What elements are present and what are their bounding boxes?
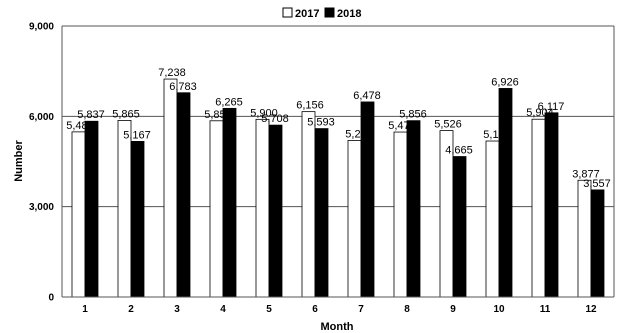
- x-tick-label: 10: [493, 304, 505, 315]
- x-tick-label: 11: [540, 304, 551, 315]
- bar-2017: [301, 111, 316, 298]
- bar-2017: [255, 118, 270, 298]
- bar-2018: [314, 128, 329, 298]
- data-label-2018: 5,837: [77, 109, 105, 121]
- bar-2017: [347, 140, 362, 298]
- bar-2017: [485, 140, 500, 298]
- y-axis-title: Number: [13, 140, 25, 182]
- data-label-2017: 5,900: [250, 107, 278, 119]
- bar-2018: [406, 120, 421, 298]
- bar-2017: [393, 131, 408, 298]
- bar-2018: [130, 141, 145, 298]
- bar-2017: [117, 119, 132, 298]
- data-label-2018: 6,117: [538, 101, 565, 113]
- data-label-2018: 6,926: [491, 76, 519, 88]
- data-label-2018: 5,593: [307, 117, 335, 129]
- bar-2018: [452, 156, 467, 298]
- x-tick-label: 4: [220, 304, 226, 315]
- x-tick-label: 6: [312, 304, 318, 315]
- data-label-2018: 5,856: [399, 109, 427, 121]
- bars: [71, 78, 605, 298]
- legend-label-2018: 2018: [337, 8, 361, 20]
- legend-swatch-2018: [324, 7, 335, 18]
- axes: [61, 25, 615, 298]
- bar-2018: [222, 107, 237, 298]
- x-tick-label: 2: [128, 304, 134, 315]
- bar-2018: [498, 88, 513, 298]
- x-tick-label: 7: [358, 304, 364, 315]
- data-label-2018: 4,665: [445, 145, 473, 157]
- bar-2017: [577, 179, 592, 298]
- data-label-2017: 7,238: [158, 67, 186, 79]
- data-label-2018: 5,167: [123, 129, 151, 141]
- x-tick-label: 5: [266, 304, 272, 315]
- data-label-2017: 5,18: [483, 129, 504, 141]
- x-tick-label: 9: [450, 304, 456, 315]
- y-tick-label: 6,000: [29, 112, 54, 123]
- data-label-2017: 3,877: [572, 168, 600, 180]
- bar-2017: [163, 78, 178, 298]
- data-label-2018: 3,557: [583, 178, 611, 190]
- bar-2018: [544, 112, 559, 298]
- data-label-2017: 5,852: [204, 109, 232, 121]
- x-tick-label: 12: [585, 304, 597, 315]
- bar-2018: [590, 189, 605, 298]
- data-label-2018: 6,265: [215, 96, 243, 108]
- data-label-2017: 5,865: [112, 108, 140, 120]
- legend-label-2017: 2017: [295, 8, 319, 20]
- bar-2017: [71, 131, 86, 298]
- bar-2018: [84, 120, 99, 298]
- x-tick-label: 3: [174, 304, 180, 315]
- legend-swatch-2017: [282, 7, 293, 18]
- x-tick-label: 8: [404, 304, 410, 315]
- data-label-2017: 5,484: [66, 120, 94, 132]
- bar-2018: [176, 92, 191, 298]
- data-label-2017: 5,478: [388, 120, 416, 132]
- data-label-2017: 6,156: [296, 100, 324, 112]
- data-label-2017: 5,20: [345, 128, 366, 140]
- data-label-2017: 5,904: [526, 107, 554, 119]
- bar-2018: [268, 124, 283, 298]
- data-label-2017: 5,526: [434, 119, 462, 131]
- bar-2017: [531, 118, 546, 298]
- data-label-2018: 6,478: [353, 90, 381, 102]
- y-tick-label: 0: [48, 293, 54, 304]
- legend: 2017 2018: [282, 7, 361, 20]
- y-tick-label: 3,000: [29, 202, 54, 213]
- bar-2017: [209, 120, 224, 298]
- data-label-2018: 5,708: [261, 113, 289, 125]
- x-axis-title: Month: [321, 321, 354, 333]
- x-tick-label: 1: [82, 304, 88, 315]
- data-label-2018: 6,783: [169, 81, 197, 93]
- y-tick-label: 9,000: [29, 22, 54, 33]
